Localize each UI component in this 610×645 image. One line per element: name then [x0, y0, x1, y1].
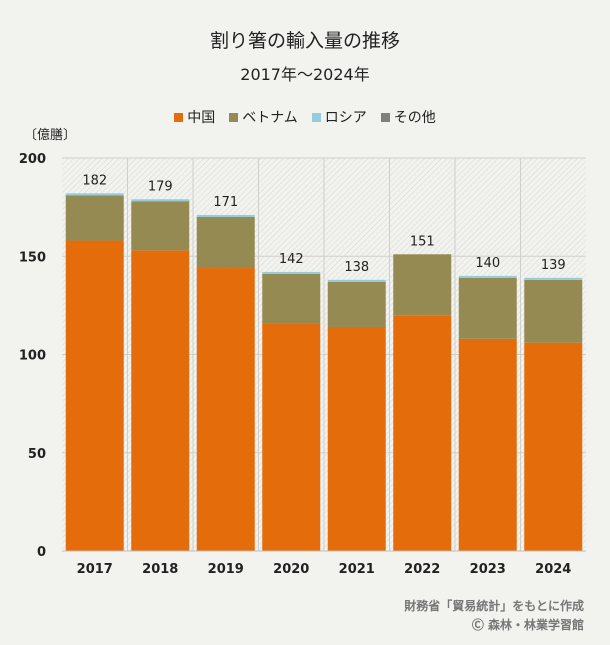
bar-segment-vietnam [458, 277, 517, 339]
bar-segment-china [327, 326, 386, 551]
bar-segment-china [65, 240, 124, 551]
bar-total-label: 151 [410, 234, 435, 249]
bar-total-label: 140 [475, 256, 500, 271]
bar-segment-russia [131, 199, 190, 202]
bar-segment-vietnam [65, 195, 124, 241]
x-tick-label: 2023 [470, 562, 506, 577]
bar-segment-china [393, 315, 452, 551]
bar-segment-vietnam [196, 216, 255, 269]
x-tick-label: 2019 [208, 562, 244, 577]
bar-segment-russia [524, 277, 583, 280]
legend-label-russia: ロシア [324, 110, 367, 126]
bar-total-label: 179 [148, 179, 173, 194]
bar-segment-vietnam [393, 254, 452, 316]
legend-swatch-china [174, 112, 184, 122]
bar-total-label: 138 [344, 260, 369, 275]
chart-subtitle: 2017年～2024年 [240, 65, 370, 84]
x-tick-label: 2018 [142, 562, 178, 577]
bar-segment-russia [65, 193, 124, 196]
legend-label-china: 中国 [187, 110, 216, 126]
bar-segment-china [262, 323, 321, 551]
bar-segment-vietnam [262, 273, 321, 324]
bar-segment-china [458, 338, 517, 551]
bar-segment-vietnam [327, 281, 386, 327]
legend-item-russia: ロシア [311, 107, 367, 127]
bar-segment-china [196, 268, 255, 551]
bar-segment-russia [327, 279, 386, 282]
bar-total-label: 171 [213, 195, 238, 210]
bar-total-label: 142 [279, 252, 304, 267]
bar-segment-vietnam [524, 279, 583, 343]
bar-segment-china [131, 250, 190, 552]
legend-item-vietnam: ベトナム [229, 107, 298, 127]
y-tick-label: 50 [28, 447, 46, 462]
legend-item-china: 中国 [174, 107, 215, 127]
chart-title: 割り箸の輸入量の推移 [209, 30, 400, 52]
legend-label-other: その他 [393, 110, 436, 126]
x-tick-label: 2020 [273, 562, 309, 577]
legend-swatch-russia [311, 112, 321, 122]
y-tick-label: 150 [19, 250, 46, 265]
legend: 中国 ベトナム ロシア その他 [0, 107, 610, 127]
legend-swatch-other [380, 112, 390, 122]
copyright-note: Ⓒ 森林・林業学習館 [471, 618, 584, 632]
bar-segment-russia [196, 214, 255, 217]
y-tick-label: 100 [19, 349, 46, 364]
legend-item-other: その他 [380, 107, 436, 127]
legend-label-vietnam: ベトナム [242, 110, 298, 126]
source-note: 財務省「貿易統計」をもとに作成 [404, 599, 584, 613]
x-tick-label: 2017 [77, 562, 113, 577]
bar-total-label: 182 [82, 173, 107, 188]
bar-segment-vietnam [131, 201, 190, 251]
x-tick-label: 2022 [404, 562, 440, 577]
bar-segment-china [524, 342, 583, 551]
y-tick-label: 200 [19, 152, 46, 167]
y-axis-unit-label: 〔億膳〕 [24, 128, 77, 143]
y-tick-label: 0 [37, 545, 46, 560]
bar-segment-russia [458, 275, 517, 278]
legend-swatch-vietnam [229, 112, 239, 122]
bar-segment-russia [262, 271, 321, 274]
bar-total-label: 139 [541, 258, 566, 273]
x-tick-label: 2024 [535, 562, 571, 577]
x-tick-label: 2021 [339, 562, 375, 577]
